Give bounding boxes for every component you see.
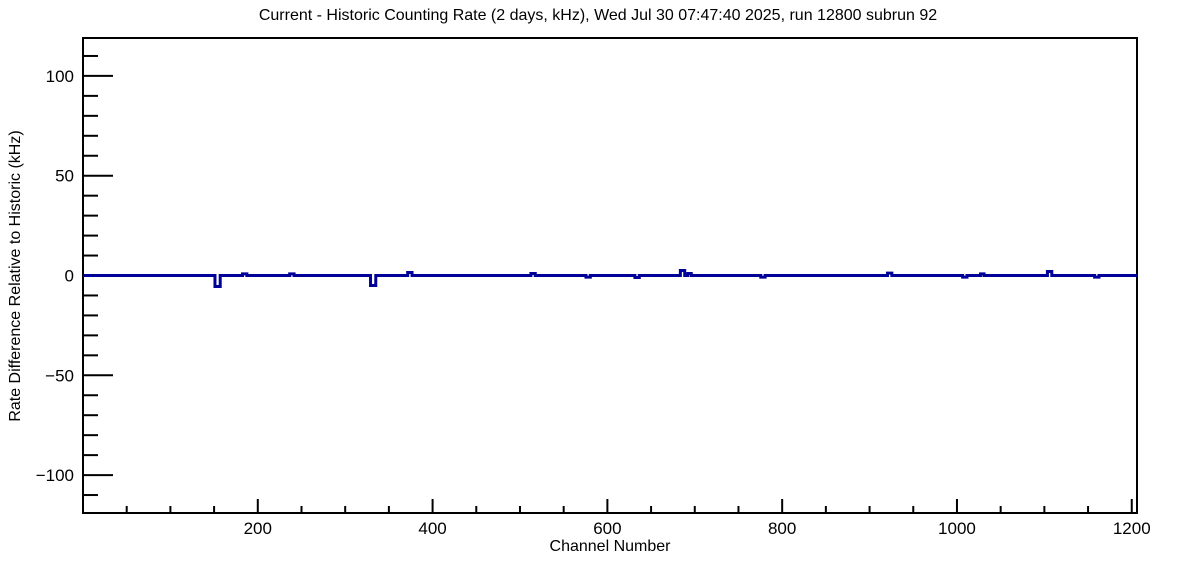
x-tick-label: 400 <box>418 519 446 538</box>
x-tick-label: 200 <box>244 519 272 538</box>
x-tick-label: 1200 <box>1113 519 1151 538</box>
chart-title: Current - Historic Counting Rate (2 days… <box>258 7 938 24</box>
x-tick-label: 600 <box>593 519 621 538</box>
y-tick-label: 100 <box>46 67 74 86</box>
x-tick-label: 1000 <box>938 519 976 538</box>
x-axis-title: Channel Number <box>549 538 671 555</box>
data-series-line <box>83 269 1137 288</box>
x-tick-label: 800 <box>768 519 796 538</box>
y-tick-label: 0 <box>65 267 74 286</box>
y-tick-label: 50 <box>55 167 74 186</box>
y-tick-label: −100 <box>36 466 74 485</box>
y-tick-label: −50 <box>45 366 74 385</box>
